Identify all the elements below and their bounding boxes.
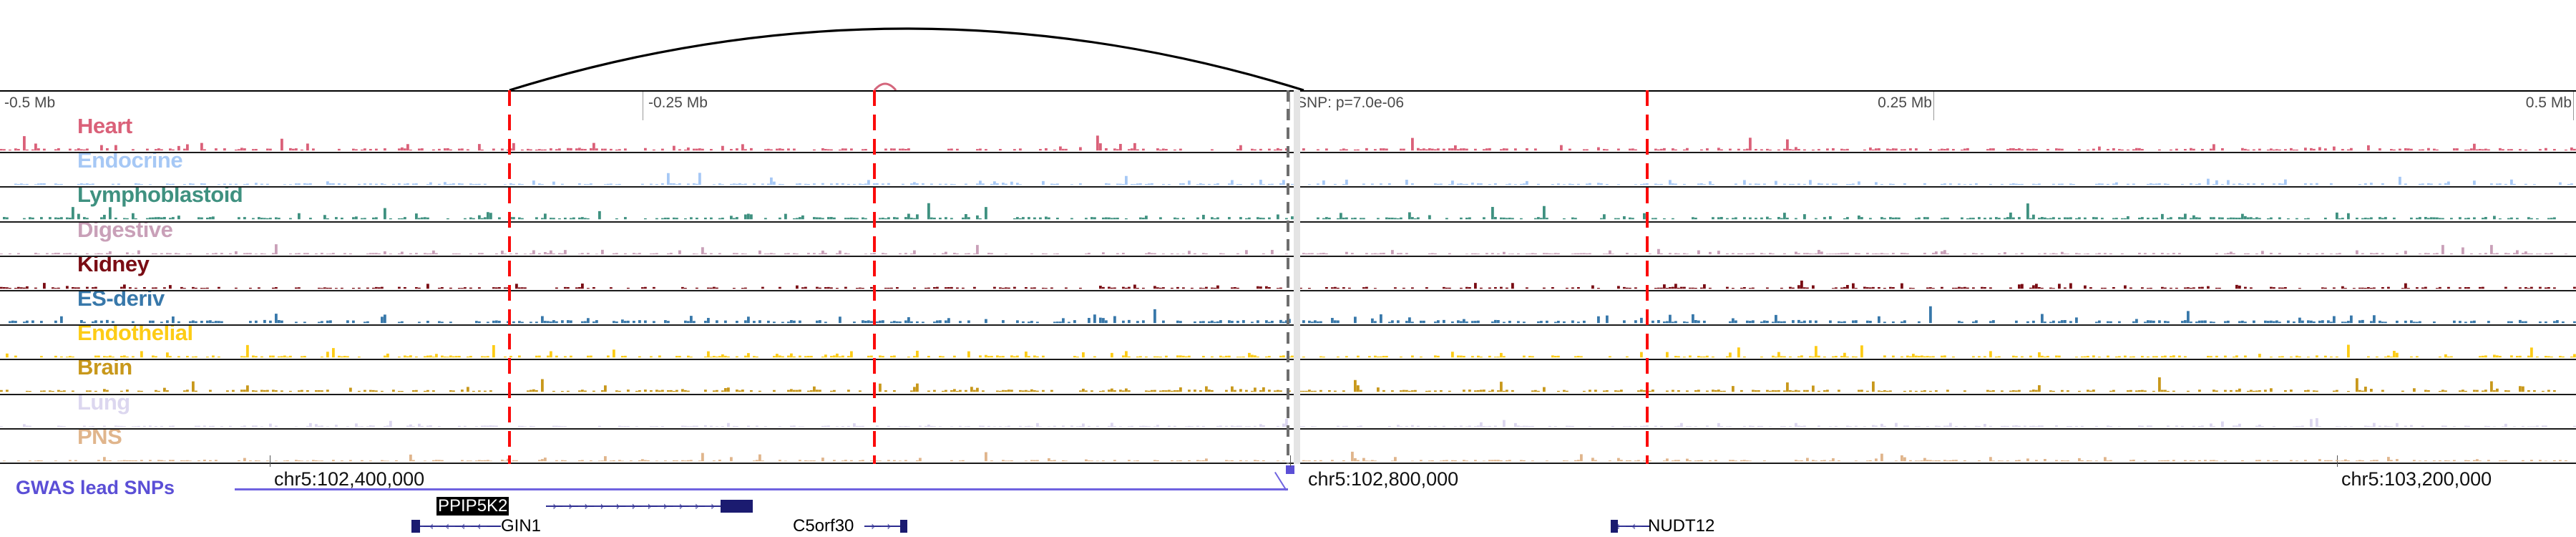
track-signal-plot [6, 344, 2576, 358]
ruler-tick-label: 0.5 Mb [2525, 95, 2572, 111]
gene-reverse-arrows-icon: ⇽ ⇽ [1616, 519, 1644, 533]
coordinate-tick [1290, 455, 1291, 467]
chromatin-loop-major [509, 27, 1304, 92]
track-signal-plot [3, 451, 2567, 461]
coordinate-label: chr5:102,400,000 [274, 468, 425, 490]
gene-name-label[interactable]: NUDT12 [1648, 516, 1715, 536]
coordinate-label: chr5:102,800,000 [1308, 468, 1459, 490]
signal-track-lymphoblastoid[interactable]: Lymphoblastoid [0, 188, 2576, 223]
gene-intron-line [546, 505, 746, 507]
gene-name-label[interactable]: GIN1 [501, 516, 542, 536]
gwas-lead-snp-marker[interactable] [1286, 465, 1294, 474]
signal-track-endocrine[interactable]: Endocrine [0, 153, 2576, 188]
gwas-baseline [235, 488, 1288, 490]
gene-intron-line [414, 526, 501, 527]
ruler-tick-label: 0.25 Mb [1878, 95, 1932, 111]
signal-track-kidney[interactable]: Kidney [0, 257, 2576, 291]
signal-track-stack[interactable]: Heart Endocrine Lymphoblastoid Digestive Kid… [0, 119, 2576, 464]
ruler-tick [2573, 92, 2574, 120]
gene-exon-block [900, 520, 907, 533]
track-signal-plot [9, 306, 2576, 324]
track-signal-plot [0, 280, 2576, 289]
ruler-tick-label: -0.25 Mb [648, 95, 708, 111]
gene-annotation-track[interactable]: ⇾ ⇾ ⇾ ⇾ ⇾ ⇾ ⇾ ⇾ ⇾ ⇾ ⇾ ⇾ PPIP5K2 ⇽ ⇽ ⇽ ⇽ ⇽… [0, 497, 2576, 537]
track-signal-plot [0, 417, 2576, 427]
gene-name-label[interactable]: PPIP5K2 [436, 496, 509, 516]
track-signal-plot [0, 135, 2576, 151]
track-signal-plot [0, 243, 2567, 254]
gwas-track-label: GWAS lead SNPs [16, 477, 175, 498]
signal-track-heart[interactable]: Heart [0, 119, 2576, 154]
interaction-arc-layer [509, 27, 1304, 92]
chromatin-loop-minor [873, 82, 897, 91]
track-signal-plot [0, 377, 2556, 392]
signal-track-brain[interactable]: Brain [0, 360, 2576, 395]
signal-track-digestive[interactable]: Digestive [0, 223, 2576, 257]
ruler-tick [1289, 92, 1290, 120]
track-signal-plot [3, 203, 2556, 220]
gene-reverse-arrows-icon: ⇽ ⇽ ⇽ ⇽ ⇽ [414, 519, 489, 533]
coordinate-label: chr5:103,200,000 [2341, 468, 2492, 490]
signal-track-endothelial[interactable]: Endothelial [0, 326, 2576, 361]
signal-track-pns[interactable]: PNS [0, 430, 2576, 464]
gene-name-label[interactable]: C5orf30 [793, 516, 854, 536]
gene-row[interactable]: ⇽ ⇽ ⇽ ⇽ ⇽ GIN1 ⇾ ⇾ C5orf30 ⇽ ⇽ NUDT12 [0, 517, 2576, 536]
gene-exon-block [721, 500, 753, 513]
gene-exon-block [411, 520, 420, 533]
signal-track-lung[interactable]: Lung [0, 395, 2576, 430]
coordinate-tick [2337, 455, 2338, 467]
gene-intron-line [1616, 526, 1650, 527]
gene-exon-block [1611, 520, 1618, 533]
gene-forward-arrows-icon: ⇾ ⇾ [864, 519, 892, 533]
ruler-tick-label: SNP: p=7.0e-06 [1297, 95, 1405, 111]
gene-intron-line [864, 526, 902, 527]
ruler-tick [1933, 92, 1934, 120]
genome-ruler[interactable]: -0.5 Mb -0.25 Mb SNP: p=7.0e-06 0.25 Mb 0.5 … [0, 90, 2576, 120]
signal-track-es-deriv[interactable]: ES-deriv [0, 291, 2576, 326]
gwas-lead-snps-track[interactable]: GWAS lead SNPs chr5:102,400,000 chr5:102,… [0, 455, 2576, 500]
track-signal-plot [14, 173, 2573, 185]
gene-row[interactable]: ⇾ ⇾ ⇾ ⇾ ⇾ ⇾ ⇾ ⇾ ⇾ ⇾ ⇾ ⇾ PPIP5K2 [0, 497, 2576, 516]
gene-forward-arrows-icon: ⇾ ⇾ ⇾ ⇾ ⇾ ⇾ ⇾ ⇾ ⇾ ⇾ ⇾ ⇾ [546, 499, 731, 513]
ruler-tick-label: -0.5 Mb [4, 95, 56, 111]
